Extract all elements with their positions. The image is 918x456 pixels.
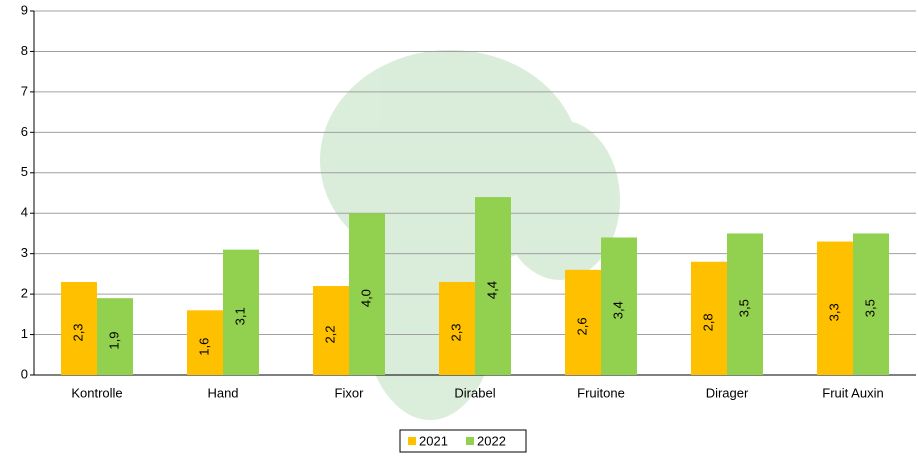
y-tick-label: 9 [21,2,28,17]
value-label: 2,3 [70,323,85,341]
bar [349,213,385,375]
y-tick-label: 3 [21,245,28,260]
x-tick-label: Fruitone [577,385,625,400]
value-label: 3,1 [232,307,247,325]
x-tick-label: Dirager [706,385,749,400]
x-tick-label: Dirabel [454,385,495,400]
x-tick-label: Kontrolle [71,385,122,400]
bar [565,269,601,375]
value-label: 2,2 [322,325,337,343]
value-label: 3,3 [826,303,841,321]
y-tick-label: 5 [21,164,28,179]
y-tick-label: 2 [21,286,28,301]
y-tick-label: 4 [21,205,28,220]
value-label: 3,5 [736,299,751,317]
y-tick-label: 1 [21,326,28,341]
value-label: 2,8 [700,313,715,331]
bar [817,241,853,375]
value-label: 1,6 [196,338,211,356]
bar [727,233,763,375]
bar [475,197,511,375]
bar [61,281,97,375]
bar [691,261,727,375]
bar [853,233,889,375]
value-label: 3,4 [610,301,625,319]
value-label: 4,0 [358,289,373,307]
x-tick-label: Hand [207,385,238,400]
bar [187,310,223,375]
x-tick-label: Fruit Auxin [822,385,883,400]
bar [97,298,133,375]
value-label: 4,4 [484,281,499,299]
y-tick-label: 6 [21,124,28,139]
value-label: 2,3 [448,323,463,341]
bar [601,237,637,375]
y-tick-label: 8 [21,43,28,58]
legend-label: 2022 [477,433,506,448]
value-label: 3,5 [862,299,877,317]
bar [439,281,475,375]
legend-label: 2021 [419,433,448,448]
value-label: 2,6 [574,317,589,335]
y-tick-label: 7 [21,83,28,98]
x-tick-label: Fixor [335,385,365,400]
legend-box [399,429,527,453]
legend-swatch [466,437,474,445]
bar [313,286,349,375]
bar [223,249,259,375]
value-label: 1,9 [106,332,121,350]
legend-swatch [408,437,416,445]
y-tick-label: 0 [21,366,28,381]
